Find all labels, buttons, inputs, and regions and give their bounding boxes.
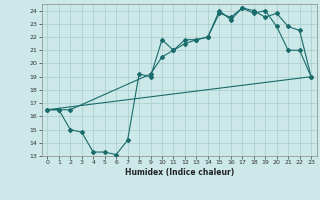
X-axis label: Humidex (Indice chaleur): Humidex (Indice chaleur) — [124, 168, 234, 177]
